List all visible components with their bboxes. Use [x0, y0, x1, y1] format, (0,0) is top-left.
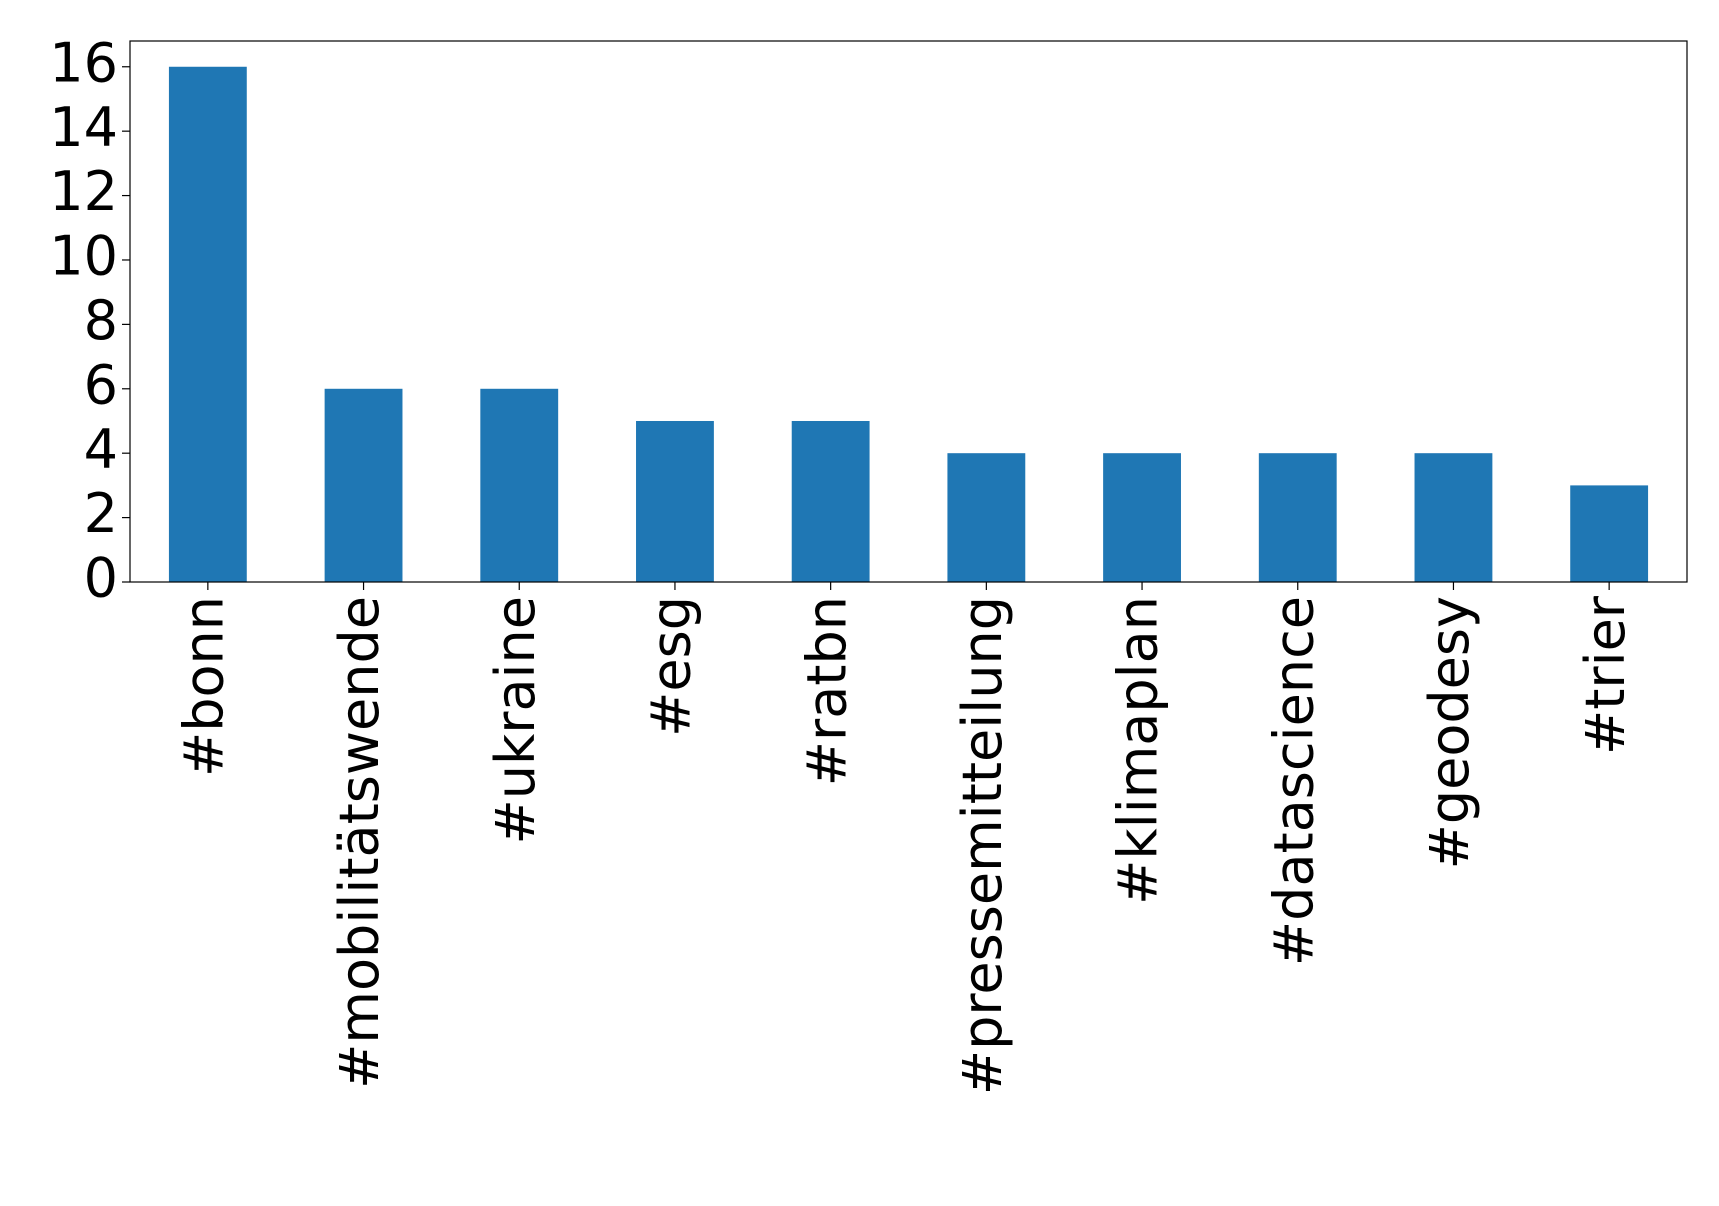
x-tick-label: #klimaplan [1107, 596, 1170, 905]
bar [324, 388, 403, 582]
y-tick-label: 4 [84, 418, 118, 481]
x-tick-label: #ukraine [484, 596, 547, 844]
x-tick-label: #pressemitteilung [951, 596, 1014, 1095]
plot-frame [129, 40, 1688, 583]
bar [1414, 453, 1493, 582]
bar [1103, 453, 1181, 582]
x-tick-label: #esg [640, 596, 703, 737]
y-tick-label: 2 [84, 482, 118, 545]
bar [947, 453, 1026, 582]
bar [1570, 485, 1649, 582]
bar [168, 66, 247, 582]
bar [480, 388, 559, 582]
y-tick-label: 0 [84, 547, 118, 610]
y-tick-label: 12 [49, 160, 118, 223]
x-tick-label: #trier [1574, 595, 1637, 755]
x-tick-label: #bonn [172, 596, 235, 777]
y-tick-label: 10 [49, 225, 118, 288]
bar [791, 420, 870, 582]
y-tick-label: 6 [84, 353, 118, 416]
bar [636, 420, 714, 582]
y-tick-label: 8 [84, 289, 118, 352]
x-tick-label: #mobilitätswende [328, 596, 391, 1089]
bar [1258, 453, 1337, 582]
y-tick-label: 14 [49, 96, 118, 159]
y-tick-label: 16 [49, 31, 118, 94]
x-tick-label: #ratbn [795, 596, 858, 786]
x-tick-label: #datascience [1262, 596, 1325, 966]
x-tick-label: #geodesy [1418, 596, 1481, 869]
